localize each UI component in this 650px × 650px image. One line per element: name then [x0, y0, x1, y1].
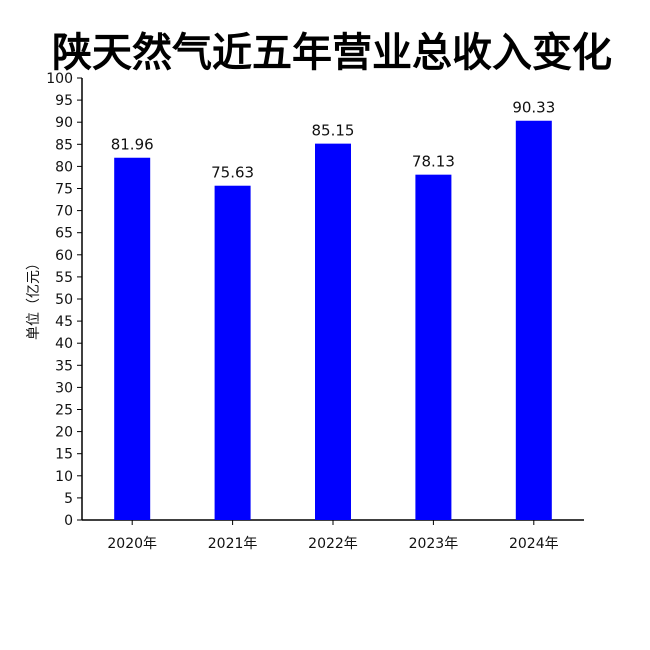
y-tick-label: 20 [55, 425, 73, 441]
bar [315, 143, 351, 520]
y-tick-label: 80 [55, 159, 73, 175]
data-label: 85.15 [312, 122, 355, 140]
y-tick-label: 95 [55, 93, 73, 109]
y-tick-label: 85 [55, 137, 73, 153]
axes: 0 5 10 15 20 25 30 35 40 45 50 55 60 65 70 75 80 85 90 95 10… [46, 71, 584, 529]
y-tick-label: 35 [55, 358, 73, 374]
bar [515, 120, 552, 521]
y-tick-label: 90 [55, 115, 73, 131]
y-tick-label: 10 [55, 469, 73, 485]
bar [415, 174, 452, 520]
x-tick-label: 2022年 [308, 536, 358, 552]
y-tick-label: 50 [55, 292, 73, 308]
data-label: 81.96 [111, 136, 154, 154]
y-tick-label: 5 [64, 491, 73, 507]
y-tick-label: 75 [55, 182, 73, 198]
y-tick-label: 70 [55, 204, 73, 220]
chart-title: 陕天然气近五年营业总收入变化 [52, 30, 612, 76]
data-label: 75.63 [211, 164, 254, 182]
x-tick-label: 2021年 [208, 536, 258, 552]
x-tick-label: 2023年 [409, 536, 459, 552]
y-tick-label: 45 [55, 314, 73, 330]
x-tick-label: 2024年 [509, 536, 559, 552]
data-label: 90.33 [512, 99, 555, 117]
y-tick-label: 100 [46, 71, 73, 87]
y-tick-label: 60 [55, 248, 73, 264]
y-tick-label: 30 [55, 380, 73, 396]
y-tick-label: 55 [55, 270, 73, 286]
bars-group [114, 120, 552, 521]
y-axis-label: 单位（亿元） [26, 256, 42, 340]
data-label: 78.13 [412, 153, 455, 171]
bar [114, 157, 151, 520]
labels-group: 2020年 81.96 2021年 75.63 2022年 85.15 2023年 78.13… [107, 99, 558, 552]
y-tick-label: 40 [55, 336, 73, 352]
x-tick-label: 2020年 [107, 536, 157, 552]
y-tick-label: 0 [64, 513, 73, 529]
y-tick-label: 25 [55, 403, 73, 419]
y-tick-label: 15 [55, 447, 73, 463]
y-tick-label: 65 [55, 226, 73, 242]
bar [214, 185, 251, 520]
